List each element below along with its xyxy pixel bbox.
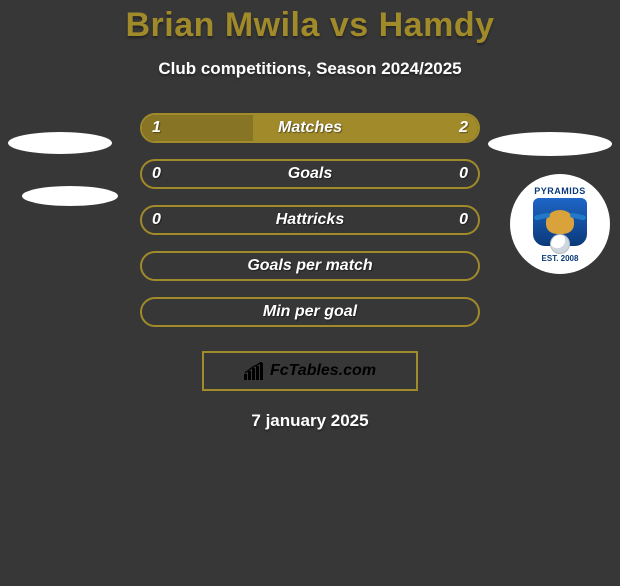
badge-shield-icon xyxy=(533,198,587,246)
stat-row: Min per goal xyxy=(0,297,620,327)
badge-bottom-text: EST. 2008 xyxy=(542,254,579,263)
right-player-badge: PYRAMIDS EST. 2008 xyxy=(510,174,610,274)
page-subtitle: Club competitions, Season 2024/2025 xyxy=(0,59,620,79)
page-title: Brian Mwila vs Hamdy xyxy=(0,6,620,45)
stat-bar-track xyxy=(140,251,480,281)
stat-bar-track xyxy=(140,205,480,235)
badge-ball-icon xyxy=(550,234,570,254)
badge-top-text: PYRAMIDS xyxy=(534,186,586,196)
date-text: 7 january 2025 xyxy=(0,411,620,431)
stat-bar-right-fill xyxy=(253,115,478,141)
stat-bar-track xyxy=(140,113,480,143)
stat-row: Goals00 xyxy=(0,159,620,189)
left-player-ellipse-1 xyxy=(8,132,112,154)
stat-bar-track xyxy=(140,159,480,189)
stat-bar-left-fill xyxy=(142,115,253,141)
right-player-ellipse xyxy=(488,132,612,156)
brand-banner: FcTables.com xyxy=(202,351,418,391)
badge-pharaoh-icon xyxy=(546,210,574,234)
left-player-ellipse-2 xyxy=(22,186,118,206)
brand-text: FcTables.com xyxy=(270,362,376,380)
stat-bar-track xyxy=(140,297,480,327)
bar-chart-icon xyxy=(244,362,266,380)
